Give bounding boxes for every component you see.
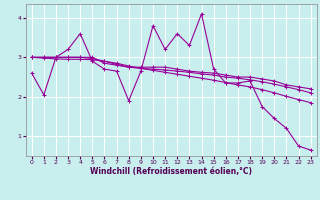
X-axis label: Windchill (Refroidissement éolien,°C): Windchill (Refroidissement éolien,°C) [90,167,252,176]
